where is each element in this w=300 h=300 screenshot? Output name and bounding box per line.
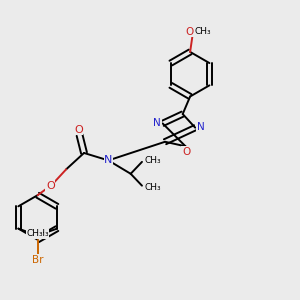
Text: O: O	[74, 125, 83, 135]
Text: N: N	[197, 122, 204, 132]
Text: CH₃: CH₃	[32, 230, 49, 238]
Text: O: O	[185, 27, 194, 37]
Text: CH₃: CH₃	[144, 183, 161, 192]
Text: CH₃: CH₃	[195, 27, 211, 36]
Text: N: N	[104, 155, 112, 165]
Text: CH₃: CH₃	[26, 230, 43, 238]
Text: CH₃: CH₃	[144, 156, 161, 165]
Text: O: O	[182, 147, 190, 157]
Text: N: N	[153, 118, 161, 128]
Text: O: O	[46, 181, 55, 191]
Text: Br: Br	[32, 255, 44, 265]
